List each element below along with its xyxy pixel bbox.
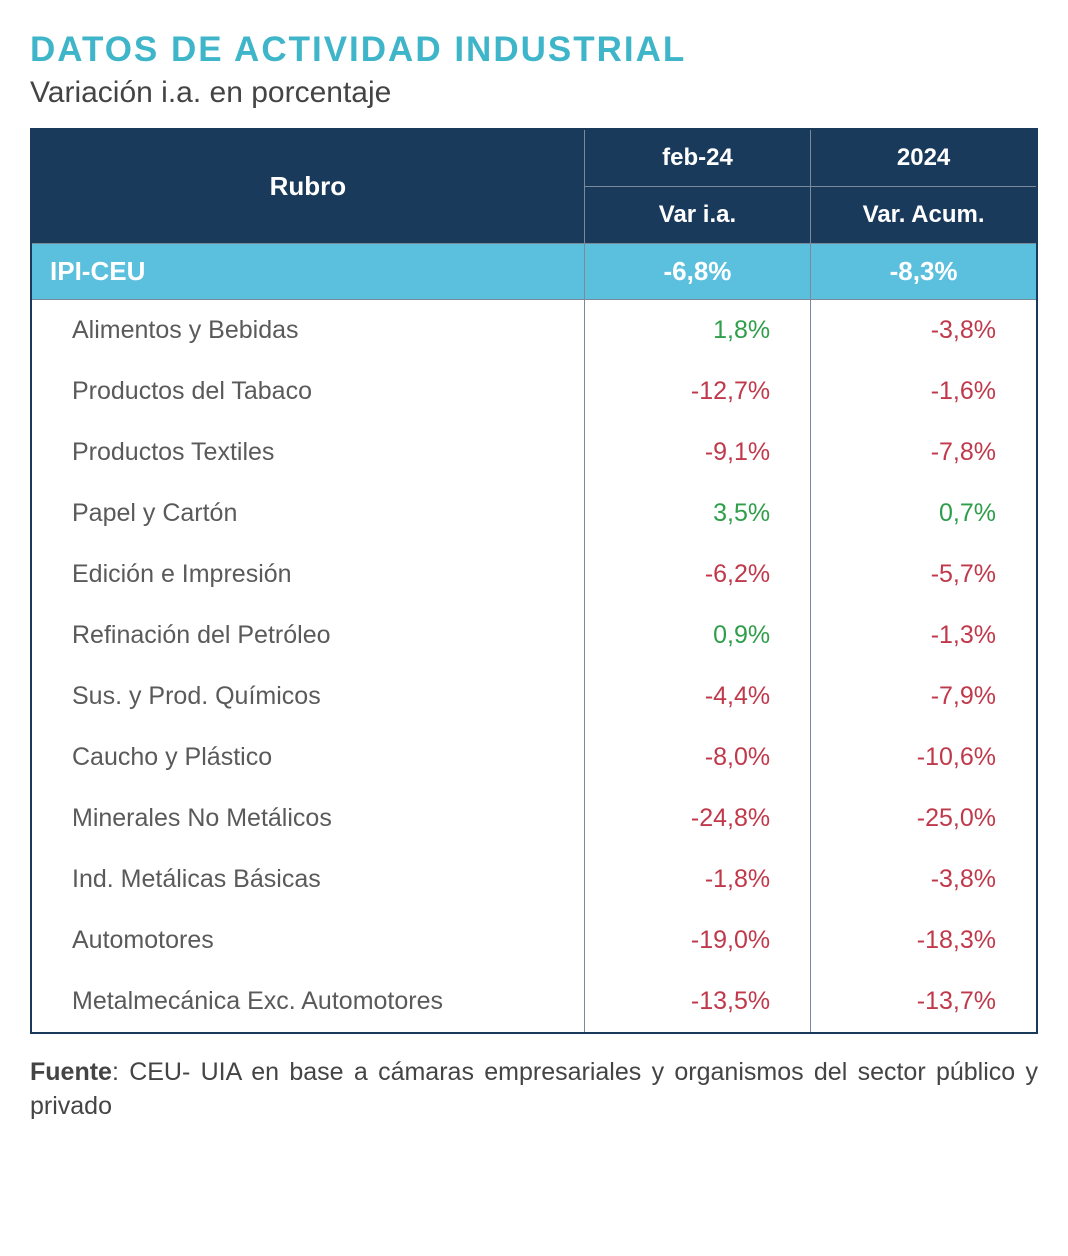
row-var-ia: -4,4% xyxy=(584,666,810,727)
source-note: Fuente: CEU- UIA en base a cámaras empre… xyxy=(30,1056,1038,1124)
row-var-acum: -5,7% xyxy=(811,544,1037,605)
col-header-rubro: Rubro xyxy=(31,129,584,244)
row-var-acum: -3,8% xyxy=(811,849,1037,910)
table-row: Automotores-19,0%-18,3% xyxy=(31,910,1037,971)
row-var-ia: -12,7% xyxy=(584,361,810,422)
industrial-activity-table: Rubro feb-24 2024 Var i.a. Var. Acum. IP… xyxy=(30,128,1038,1034)
row-var-acum: -25,0% xyxy=(811,788,1037,849)
table-body: IPI-CEU -6,8% -8,3% Alimentos y Bebidas1… xyxy=(31,244,1037,1034)
row-var-acum: -7,9% xyxy=(811,666,1037,727)
table-row: Metalmecánica Exc. Automotores-13,5%-13,… xyxy=(31,971,1037,1033)
table-row: Ind. Metálicas Básicas-1,8%-3,8% xyxy=(31,849,1037,910)
summary-var-acum: -8,3% xyxy=(811,244,1037,300)
summary-var-ia: -6,8% xyxy=(584,244,810,300)
row-label: Metalmecánica Exc. Automotores xyxy=(31,971,584,1033)
row-var-acum: -3,8% xyxy=(811,300,1037,362)
col-header-period: feb-24 xyxy=(584,129,810,187)
col-header-var-ia: Var i.a. xyxy=(584,187,810,244)
row-label: Automotores xyxy=(31,910,584,971)
row-label: Alimentos y Bebidas xyxy=(31,300,584,362)
row-var-ia: 1,8% xyxy=(584,300,810,362)
table-row: Productos del Tabaco-12,7%-1,6% xyxy=(31,361,1037,422)
table-row: Refinación del Petróleo0,9%-1,3% xyxy=(31,605,1037,666)
row-label: Papel y Cartón xyxy=(31,483,584,544)
row-var-acum: -13,7% xyxy=(811,971,1037,1033)
row-label: Edición e Impresión xyxy=(31,544,584,605)
row-var-ia: 0,9% xyxy=(584,605,810,666)
table-header: Rubro feb-24 2024 Var i.a. Var. Acum. xyxy=(31,129,1037,244)
table-row: Productos Textiles-9,1%-7,8% xyxy=(31,422,1037,483)
row-var-ia: -19,0% xyxy=(584,910,810,971)
row-var-ia: -9,1% xyxy=(584,422,810,483)
row-var-ia: -8,0% xyxy=(584,727,810,788)
table-row: Papel y Cartón3,5%0,7% xyxy=(31,483,1037,544)
page-subtitle: Variación i.a. en porcentaje xyxy=(30,76,1038,110)
col-header-year: 2024 xyxy=(811,129,1037,187)
table-row: Edición e Impresión-6,2%-5,7% xyxy=(31,544,1037,605)
row-var-ia: -13,5% xyxy=(584,971,810,1033)
source-label: Fuente xyxy=(30,1058,112,1086)
row-var-acum: -1,6% xyxy=(811,361,1037,422)
table-row: Sus. y Prod. Químicos-4,4%-7,9% xyxy=(31,666,1037,727)
row-label: Refinación del Petróleo xyxy=(31,605,584,666)
table-row: Caucho y Plástico-8,0%-10,6% xyxy=(31,727,1037,788)
summary-row: IPI-CEU -6,8% -8,3% xyxy=(31,244,1037,300)
row-label: Productos del Tabaco xyxy=(31,361,584,422)
row-var-acum: 0,7% xyxy=(811,483,1037,544)
row-var-acum: -18,3% xyxy=(811,910,1037,971)
row-var-ia: 3,5% xyxy=(584,483,810,544)
source-text: : CEU- UIA en base a cámaras empresarial… xyxy=(30,1058,1038,1120)
table-row: Alimentos y Bebidas1,8%-3,8% xyxy=(31,300,1037,362)
row-label: Caucho y Plástico xyxy=(31,727,584,788)
row-var-ia: -1,8% xyxy=(584,849,810,910)
col-header-var-acum: Var. Acum. xyxy=(811,187,1037,244)
row-var-ia: -6,2% xyxy=(584,544,810,605)
row-var-ia: -24,8% xyxy=(584,788,810,849)
row-var-acum: -7,8% xyxy=(811,422,1037,483)
row-var-acum: -10,6% xyxy=(811,727,1037,788)
row-label: Minerales No Metálicos xyxy=(31,788,584,849)
row-label: Sus. y Prod. Químicos xyxy=(31,666,584,727)
table-row: Minerales No Metálicos-24,8%-25,0% xyxy=(31,788,1037,849)
row-label: Productos Textiles xyxy=(31,422,584,483)
row-label: Ind. Metálicas Básicas xyxy=(31,849,584,910)
page-title: DATOS DE ACTIVIDAD INDUSTRIAL xyxy=(30,30,1038,70)
summary-label: IPI-CEU xyxy=(31,244,584,300)
row-var-acum: -1,3% xyxy=(811,605,1037,666)
report-page: DATOS DE ACTIVIDAD INDUSTRIAL Variación … xyxy=(0,0,1068,1164)
